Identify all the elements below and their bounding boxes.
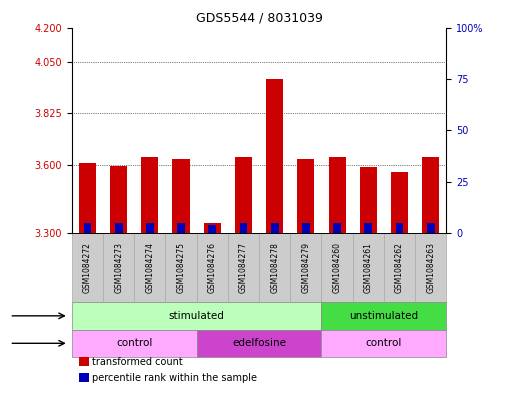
Text: GSM1084262: GSM1084262 <box>395 242 404 293</box>
Bar <box>103 233 134 302</box>
Bar <box>384 233 415 302</box>
Bar <box>72 302 322 330</box>
Text: GSM1084273: GSM1084273 <box>114 242 123 293</box>
Text: GSM1084279: GSM1084279 <box>301 242 310 293</box>
Bar <box>271 223 279 233</box>
Bar <box>134 233 165 302</box>
Bar <box>322 330 446 357</box>
Text: unstimulated: unstimulated <box>349 311 419 321</box>
Text: GSM1084278: GSM1084278 <box>270 242 279 293</box>
Bar <box>72 233 103 302</box>
Text: control: control <box>116 338 152 348</box>
Bar <box>353 233 384 302</box>
Bar <box>72 330 196 357</box>
Text: GSM1084272: GSM1084272 <box>83 242 92 293</box>
Text: GSM1084263: GSM1084263 <box>426 242 435 293</box>
Bar <box>196 330 322 357</box>
Text: edelfosine: edelfosine <box>232 338 286 348</box>
Bar <box>298 159 314 233</box>
Text: control: control <box>366 338 402 348</box>
Bar <box>396 223 403 233</box>
Bar <box>141 157 159 233</box>
Bar <box>415 233 446 302</box>
Bar <box>146 223 154 233</box>
Bar <box>364 223 372 233</box>
Bar <box>80 357 89 366</box>
Text: GSM1084260: GSM1084260 <box>332 242 342 293</box>
Bar <box>328 157 346 233</box>
Bar <box>322 302 446 330</box>
Bar <box>360 167 377 233</box>
Bar <box>333 223 341 233</box>
Text: percentile rank within the sample: percentile rank within the sample <box>92 373 258 382</box>
Bar <box>290 233 322 302</box>
Text: stimulated: stimulated <box>169 311 225 321</box>
Text: GSM1084274: GSM1084274 <box>145 242 154 293</box>
Text: transformed count: transformed count <box>92 356 183 367</box>
Bar <box>240 223 247 233</box>
Bar <box>115 223 123 233</box>
Bar <box>422 157 439 233</box>
Bar <box>302 223 310 233</box>
Bar <box>204 223 221 233</box>
Bar <box>177 223 185 233</box>
Bar <box>165 233 196 302</box>
Bar <box>228 233 259 302</box>
Title: GDS5544 / 8031039: GDS5544 / 8031039 <box>195 12 323 25</box>
Bar <box>84 223 91 233</box>
Bar <box>391 172 408 233</box>
Bar <box>266 79 283 233</box>
Bar <box>196 233 228 302</box>
Text: GSM1084277: GSM1084277 <box>239 242 248 293</box>
Bar <box>110 166 127 233</box>
Bar <box>235 157 252 233</box>
Bar <box>79 163 96 233</box>
Bar <box>80 373 89 382</box>
Bar <box>172 159 190 233</box>
Text: GSM1084275: GSM1084275 <box>176 242 186 293</box>
Bar <box>427 223 435 233</box>
Text: GSM1084261: GSM1084261 <box>364 242 373 293</box>
Bar <box>208 225 216 233</box>
Bar <box>259 233 290 302</box>
Bar <box>322 233 353 302</box>
Text: GSM1084276: GSM1084276 <box>208 242 217 293</box>
